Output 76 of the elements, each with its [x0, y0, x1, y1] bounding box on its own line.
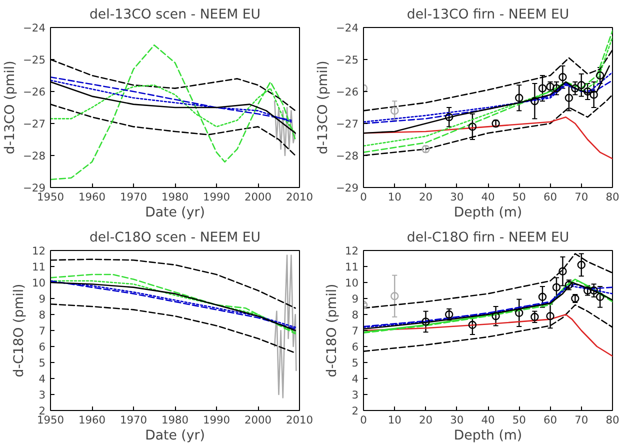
y-tick-label: −27	[336, 118, 359, 130]
x-tick-label: 0	[360, 190, 368, 204]
y-tick-label: −25	[336, 54, 359, 66]
x-tick-label: 30	[450, 190, 464, 204]
y-tick-label: 5	[352, 356, 358, 370]
x-axis-title: Date (yr)	[145, 428, 205, 444]
x-tick-label: 10	[388, 414, 402, 426]
chart-title: del-C18O firn - NEEM EU	[406, 230, 570, 246]
y-tick-label: −24	[336, 22, 359, 34]
x-tick-label: 50	[512, 190, 526, 204]
chart-title: del-13CO firn - NEEM EU	[406, 8, 570, 22]
y-tick-label: 8	[38, 308, 46, 322]
x-axis-title: Depth (m)	[454, 428, 522, 444]
x-tick-label: 2000	[244, 414, 272, 426]
y-tick-label: 10	[32, 276, 46, 290]
x-tick-label: 60	[543, 414, 558, 426]
y-tick-label: 7	[38, 324, 46, 338]
x-tick-label: 1950	[36, 190, 64, 204]
x-tick-label: 1980	[161, 414, 189, 426]
y-tick-label: 10	[344, 276, 359, 290]
x-tick-label: 30	[450, 414, 464, 426]
y-tick-label: 3	[38, 388, 46, 402]
y-tick-label: 4	[38, 372, 46, 386]
y-tick-label: −27	[23, 118, 46, 130]
x-tick-label: 40	[481, 414, 495, 426]
y-tick-label: −29	[336, 182, 359, 194]
x-tick-label: 2010	[286, 414, 314, 426]
y-tick-label: −28	[23, 150, 46, 162]
y-tick-label: −25	[23, 54, 46, 66]
x-tick-label: 1980	[161, 190, 189, 204]
x-tick-label: 2000	[244, 190, 272, 204]
y-tick-label: 7	[352, 324, 358, 338]
y-tick-label: 11	[32, 260, 46, 274]
x-tick-label: 60	[543, 190, 558, 204]
y-tick-label: 12	[344, 244, 359, 258]
y-tick-label: 3	[352, 388, 358, 402]
x-tick-label: 1960	[78, 414, 106, 426]
x-tick-label: 20	[418, 190, 433, 204]
x-tick-label: 0	[360, 414, 368, 426]
y-tick-label: 11	[344, 260, 359, 274]
x-tick-label: 70	[574, 190, 588, 204]
y-tick-label: 2	[352, 404, 358, 418]
x-axis-title: Date (yr)	[145, 206, 205, 220]
x-tick-label: 50	[512, 414, 526, 426]
y-tick-label: −28	[336, 150, 359, 162]
y-axis-title: d-C18O (pmil)	[324, 284, 340, 378]
y-tick-label: −26	[336, 86, 359, 98]
y-tick-label: −26	[23, 86, 46, 98]
y-tick-label: 8	[352, 308, 359, 322]
y-tick-label: 4	[352, 372, 359, 386]
y-axis-title: d-13CO (pmil)	[3, 60, 18, 154]
y-tick-label: 6	[38, 340, 46, 354]
x-tick-label: 2010	[286, 190, 314, 204]
x-tick-label: 80	[606, 414, 620, 426]
chart-title: del-13CO scen - NEEM EU	[89, 8, 261, 22]
x-tick-label: 1990	[202, 190, 230, 204]
x-tick-label: 1950	[36, 414, 64, 426]
y-tick-label: 5	[38, 356, 46, 370]
x-tick-label: 1970	[120, 414, 148, 426]
x-tick-label: 1990	[202, 414, 230, 426]
y-tick-label: 12	[32, 244, 46, 258]
x-tick-label: 1970	[120, 190, 148, 204]
x-tick-label: 10	[388, 190, 402, 204]
y-tick-label: 9	[352, 292, 359, 306]
y-tick-label: 6	[352, 340, 359, 354]
x-tick-label: 1960	[78, 190, 106, 204]
y-tick-label: −24	[23, 22, 46, 34]
x-tick-label: 70	[574, 414, 588, 426]
chart-title: del-C18O scen - NEEM EU	[89, 230, 261, 246]
x-tick-label: 40	[481, 190, 495, 204]
x-axis-title: Depth (m)	[454, 206, 522, 220]
y-axis-title: d-13CO (pmil)	[316, 60, 332, 154]
x-tick-label: 80	[606, 190, 620, 204]
y-axis-title: d-C18O (pmil)	[12, 284, 27, 378]
x-tick-label: 20	[418, 414, 433, 426]
y-tick-label: 9	[38, 292, 46, 306]
